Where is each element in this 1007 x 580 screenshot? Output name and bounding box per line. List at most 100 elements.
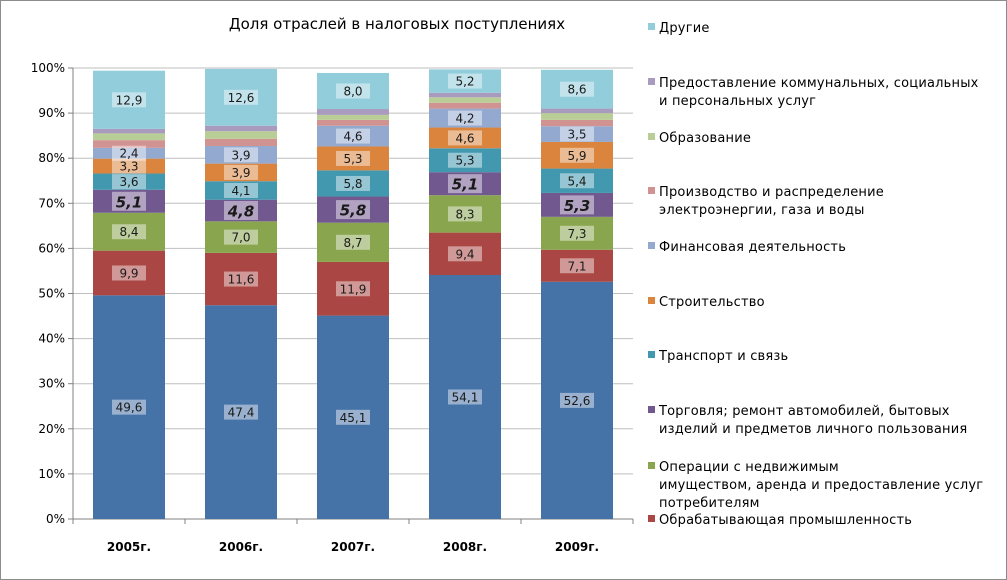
bar-segment	[93, 212, 165, 251]
data-label-box	[112, 224, 146, 240]
bar-segment	[93, 147, 165, 159]
bar-segment	[541, 108, 613, 114]
legend-entry: Финансовая деятельность	[648, 240, 846, 255]
data-label: 4,6	[455, 131, 474, 145]
legend-label: и персональных услуг	[659, 94, 816, 109]
bar-segment	[429, 92, 501, 98]
data-label-box	[448, 110, 482, 126]
legend-label: Предоставление коммунальных, социальных	[659, 76, 979, 91]
legend-entry: Обрабатывающая промышленность	[648, 513, 912, 528]
data-label-box	[448, 174, 482, 194]
bar-stack: 52,6 7,1 7,3 5,3 5,4 5,9 3,5 8,6	[541, 69, 613, 519]
legend-entry: Транспорт и связь	[648, 349, 788, 364]
bar-segment	[205, 252, 277, 306]
data-label: 3,3	[119, 160, 138, 174]
data-label: 3,6	[119, 175, 138, 189]
legend-entry: Другие	[648, 21, 710, 36]
bar-segment	[205, 125, 277, 132]
y-tick-label: 70%	[38, 196, 65, 210]
bar-segment	[429, 275, 501, 519]
legend-label: потребителям	[659, 496, 760, 511]
bar-segment	[541, 119, 613, 127]
legend-entry: Производство и распределение электроэнерг…	[648, 185, 884, 218]
data-label: 5,8	[343, 177, 362, 191]
data-label-box	[112, 399, 146, 415]
x-tick-label: 2005г.	[107, 540, 151, 554]
legend-swatch	[648, 406, 655, 413]
data-label-box	[560, 392, 594, 408]
bar-segment	[205, 146, 277, 164]
bar-stack: 49,6 9,9 8,4 5,1 3,63,32,4 12,9	[93, 70, 165, 519]
bar-segment	[317, 315, 389, 519]
data-label-box	[112, 174, 146, 190]
data-label: 8,7	[343, 236, 362, 250]
bar-segment	[205, 199, 277, 222]
data-label: 47,4	[228, 406, 255, 420]
data-label-box	[336, 128, 370, 144]
x-tick-label: 2006г.	[219, 540, 263, 554]
data-label-box	[224, 271, 258, 287]
x-tick-label: 2009г.	[555, 540, 599, 554]
data-label: 5,1	[452, 176, 479, 194]
data-label-box	[112, 92, 146, 108]
bar-segment	[541, 69, 613, 109]
data-label: 4,6	[343, 130, 362, 144]
bar-segment	[317, 261, 389, 316]
data-label-box	[336, 83, 370, 99]
data-label: 4,1	[231, 184, 250, 198]
y-tick-label: 90%	[38, 106, 65, 120]
data-label-box	[224, 182, 258, 198]
bar-segment	[93, 189, 165, 213]
legend-swatch	[648, 23, 655, 30]
x-tick-label: 2008г.	[443, 540, 487, 554]
bar-segment	[317, 125, 389, 147]
legend-entry: Образование	[648, 131, 751, 146]
bar-stack: 45,1 11,9 8,7 5,8 5,8 5,3 4,6 8,0	[317, 72, 389, 519]
legend-label: изделий и предметов личного пользования	[659, 422, 967, 437]
bar-segment	[93, 133, 165, 141]
bar-segment	[93, 158, 165, 174]
data-label: 12,6	[228, 91, 255, 105]
bar-segment	[429, 108, 501, 128]
y-tick-label: 50%	[38, 287, 65, 301]
y-tick-label: 30%	[38, 377, 65, 391]
legend-swatch	[648, 297, 655, 304]
y-tick-label: 100%	[31, 61, 65, 75]
bar-segment	[93, 295, 165, 519]
data-label-box	[560, 147, 594, 163]
data-label: 9,9	[119, 266, 138, 280]
data-label: 8,4	[119, 225, 138, 239]
data-label: 7,1	[567, 259, 586, 273]
bar-segment	[317, 119, 389, 126]
bar-segment	[541, 141, 613, 169]
legend-label: Образование	[659, 131, 751, 146]
bar-segment	[429, 97, 501, 103]
bar-segment	[541, 249, 613, 282]
legend-swatch	[648, 133, 655, 140]
data-label-box	[336, 281, 370, 297]
data-label-box	[336, 200, 370, 220]
data-label-box	[224, 201, 258, 221]
legend-entry: Предоставление коммунальных, социальных и…	[648, 76, 979, 109]
y-tick-label: 80%	[38, 151, 65, 165]
legend-label: Другие	[659, 21, 710, 36]
y-tick-label: 20%	[38, 422, 65, 436]
legend-swatch	[648, 462, 655, 469]
bar-segment	[93, 128, 165, 134]
bar-segment	[541, 216, 613, 250]
bar-segment	[429, 148, 501, 173]
bar-segment	[317, 170, 389, 197]
data-label: 12,9	[116, 93, 143, 107]
data-label-box	[224, 404, 258, 420]
data-label-box	[336, 234, 370, 250]
legend-swatch	[648, 515, 655, 522]
data-label-box	[112, 145, 146, 161]
legend-entry: Торговля; ремонт автомобилей, бытовых изд…	[648, 404, 967, 437]
bar-segment	[93, 140, 165, 148]
legend-label: электроэнергии, газа и воды	[659, 203, 865, 218]
bar-segment	[93, 70, 165, 129]
bar-segment	[541, 113, 613, 120]
data-label-box	[448, 73, 482, 89]
data-label: 7,3	[567, 227, 586, 241]
